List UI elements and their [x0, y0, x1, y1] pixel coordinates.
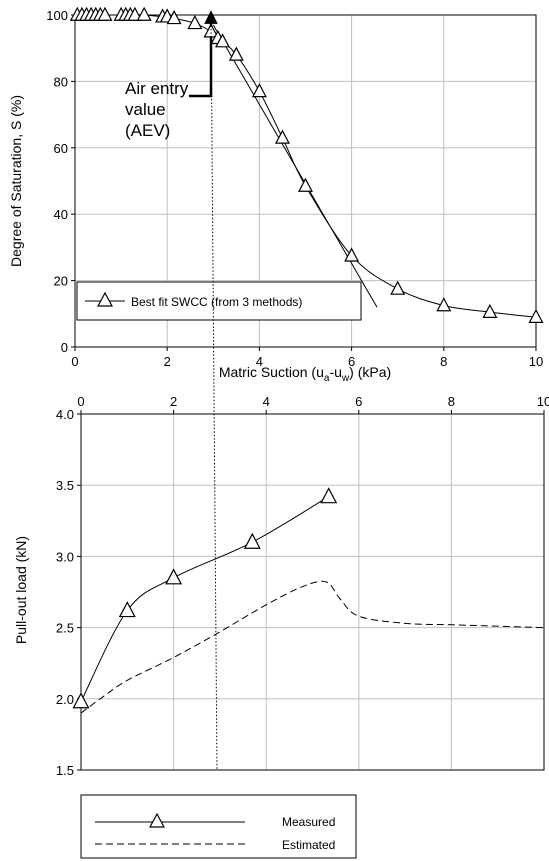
swcc-point [482, 303, 498, 319]
estimated-line [80, 580, 545, 714]
aev-point [204, 10, 218, 24]
pullout-grid [81, 414, 544, 770]
swcc-point [390, 280, 406, 295]
pullout-x-tick-label: 6 [355, 394, 362, 409]
swcc-x-tick-label: 2 [164, 354, 171, 369]
legend-measured-marker [148, 812, 166, 828]
swcc-grid [75, 15, 536, 347]
aev-label-line-3: (AEV) [125, 121, 170, 140]
pullout-y-ticks: 1.5 2.0 2.5 3.0 3.5 4.0 [56, 407, 81, 778]
pullout-x-tick-label: 10 [537, 394, 549, 409]
swcc-y-tick-label: 80 [54, 74, 68, 89]
pullout-x-tick-label: 4 [263, 394, 270, 409]
pullout-x-tick-label: 0 [77, 394, 84, 409]
swcc-x-tick-label: 6 [348, 354, 355, 369]
swcc-y-axis-label: Degree of Saturation, S (%) [8, 95, 24, 267]
swcc-chart: 0 20 40 60 80 100 0 2 4 6 8 10 Degree of Saturatio… [8, 6, 544, 384]
aev-marker [204, 10, 218, 24]
swcc-point [136, 6, 152, 21]
pullout-y-tick-label: 3.0 [56, 549, 74, 564]
swcc-point [166, 10, 182, 25]
legend-measured-label: Measured [282, 815, 335, 829]
swcc-x-ticks: 0 2 4 6 8 10 [71, 347, 543, 369]
measured-line [80, 496, 329, 702]
measured-point [165, 568, 183, 585]
swcc-point [274, 129, 290, 144]
legend-estimated-label: Estimated [282, 838, 335, 852]
swcc-y-ticks: 0 20 40 60 80 100 [46, 8, 75, 355]
swcc-y-tick-label: 40 [54, 207, 68, 222]
pullout-y-tick-label: 2.5 [56, 621, 74, 636]
pullout-plot-frame [80, 413, 545, 771]
swcc-x-tick-label: 0 [71, 354, 78, 369]
swcc-point [251, 83, 267, 98]
pullout-legend: Measured Estimated [80, 794, 357, 859]
swcc-x-tick-label: 4 [256, 354, 263, 369]
measured-point [243, 532, 261, 549]
pullout-legend-box [80, 794, 357, 859]
swcc-point [215, 33, 231, 48]
measured-point [72, 692, 90, 709]
swcc-series [69, 6, 544, 323]
swcc-x-tick-label: 10 [529, 354, 543, 369]
swcc-curve [77, 14, 537, 318]
measured-point [320, 487, 338, 504]
pullout-x-tick-label: 2 [170, 394, 177, 409]
swcc-y-tick-label: 60 [54, 141, 68, 156]
swcc-point [528, 308, 544, 323]
swcc-point [344, 247, 360, 262]
swcc-y-tick-label: 100 [46, 8, 68, 23]
aev-vertical-dotted-line [210, 18, 218, 771]
swcc-legend-marker [96, 291, 114, 307]
pullout-y-tick-label: 3.5 [56, 478, 74, 493]
swcc-point [187, 14, 203, 30]
pullout-y-axis-label: Pull-out load (kN) [13, 536, 29, 644]
pullout-y-tick-label: 1.5 [56, 763, 74, 778]
pullout-series [72, 487, 545, 714]
swcc-point [228, 46, 244, 61]
swcc-point [298, 177, 313, 192]
swcc-x-axis-label: Matric Suction (ua-uw) (kPa) [219, 364, 391, 384]
measured-point [118, 601, 136, 618]
aev-label-line-2: value [125, 100, 166, 119]
swcc-legend-label: Best fit SWCC (from 3 methods) [131, 295, 302, 309]
swcc-plot-frame [74, 14, 537, 348]
swcc-point [97, 6, 113, 21]
swcc-point [436, 297, 452, 312]
aev-bracket [189, 19, 213, 98]
pullout-x-ticks: 0 2 4 6 8 10 [77, 394, 549, 414]
swcc-legend: Best fit SWCC (from 3 methods) [76, 281, 362, 321]
pullout-y-tick-label: 2.0 [56, 692, 74, 707]
pullout-y-tick-label: 4.0 [56, 407, 74, 422]
swcc-y-tick-label: 20 [54, 274, 68, 289]
pullout-chart: 1.5 2.0 2.5 3.0 3.5 4.0 0 2 4 6 8 10 Pull-out load… [13, 394, 549, 859]
aev-dotted-line [210, 18, 218, 771]
swcc-point [127, 6, 143, 21]
aev-label-line-1: Air entry [125, 79, 189, 98]
swcc-y-tick-label: 0 [61, 340, 68, 355]
swcc-x-tick-label: 8 [440, 354, 447, 369]
pullout-x-tick-label: 8 [448, 394, 455, 409]
